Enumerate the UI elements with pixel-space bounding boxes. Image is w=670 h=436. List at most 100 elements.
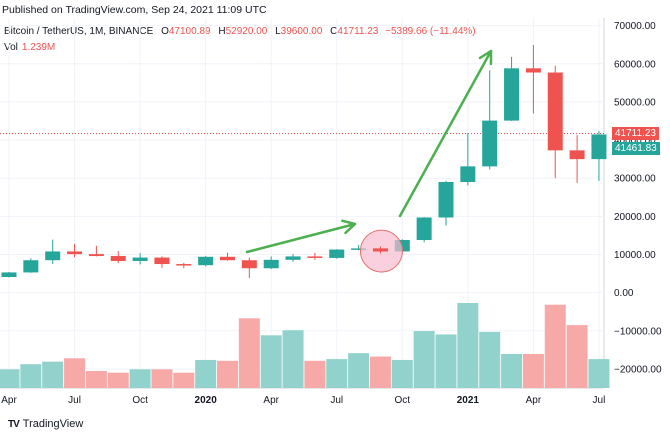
tradingview-logo: TV: [8, 418, 20, 430]
volume-bar: [369, 356, 391, 388]
brand-name: TradingView: [22, 418, 84, 430]
volume-bar: [173, 372, 195, 388]
time-axis-label: Apr: [526, 395, 542, 406]
low-key: L: [275, 26, 281, 37]
volume-bar: [479, 331, 501, 388]
candles: [1, 45, 607, 279]
candle-body: [372, 248, 388, 252]
volume-bar: [304, 360, 326, 388]
candle-body: [569, 150, 585, 160]
time-axis-label: Jul: [593, 395, 606, 406]
symbol-legend: Bitcoin / TetherUS, 1M, BINANCE O47100.8…: [4, 26, 476, 37]
candle-body: [176, 264, 192, 266]
candle-body: [525, 68, 541, 73]
candle-body: [285, 256, 301, 260]
volume-bars: [0, 303, 610, 388]
candle-body: [329, 249, 345, 258]
time-axis-label: Jul: [68, 395, 81, 406]
volume-bar: [501, 354, 523, 388]
volume-bar: [42, 361, 64, 388]
volume-bar: [64, 358, 86, 388]
volume-bar: [413, 331, 435, 388]
time-axis-label: Jul: [330, 395, 343, 406]
time-axis-label: 2021: [457, 395, 480, 406]
candle-body: [241, 260, 257, 269]
candle-body: [132, 257, 148, 261]
volume-bar: [348, 353, 370, 388]
volume-bar: [0, 369, 20, 388]
time-axis-label: Apr: [1, 395, 17, 406]
close-key: C: [330, 26, 338, 37]
volume-bar: [217, 360, 238, 388]
candle-body: [394, 240, 410, 252]
annotations: [245, 49, 493, 273]
volume-bar: [129, 369, 151, 388]
candle-body: [460, 166, 476, 183]
candle-body: [45, 251, 61, 261]
price-axis-label: 30000.00: [614, 174, 656, 185]
volume-bar: [326, 359, 348, 388]
volume-bar: [282, 330, 304, 388]
volume-bar: [195, 359, 217, 388]
volume-bar: [457, 303, 479, 388]
volume-bar: [151, 369, 173, 388]
volume-label: Vol: [4, 42, 18, 53]
volume-bar: [107, 372, 129, 388]
published-caption: Published on TradingView.com, Sep 24, 20…: [2, 4, 267, 16]
candle-body: [482, 120, 498, 167]
volume-bar: [260, 335, 282, 388]
low-value: 39600.00: [280, 26, 323, 37]
time-axis-label: Oct: [132, 395, 148, 406]
candle-body: [67, 251, 83, 255]
trend-arrow-2-head: [478, 49, 493, 66]
open-key: O: [161, 26, 169, 37]
candle-body: [23, 260, 39, 273]
candle-body: [416, 217, 432, 241]
volume-value: 1.239M: [21, 42, 56, 53]
price-axis: 70000.00 60000.00 50000.00 40000.00 30000.00…: [614, 21, 662, 375]
candle-body: [110, 256, 126, 261]
time-axis-label: Oct: [395, 395, 411, 406]
candle-body: [307, 256, 323, 258]
close-value: 41711.23: [337, 26, 379, 37]
trend-arrow-2: [398, 49, 493, 218]
high-value: 52920.00: [225, 26, 268, 37]
time-axis: Apr Jul Oct 2020 Apr Jul Oct 2021 Apr Jul: [1, 395, 605, 406]
price-axis-label: 70000.00: [614, 21, 656, 32]
volume-bar: [566, 325, 588, 388]
volume-bar: [20, 364, 42, 388]
volume-bar: [435, 334, 457, 388]
candle-body: [547, 72, 563, 151]
price-axis-label: 0.00: [614, 288, 634, 299]
change-value: −5389.66 (−11.44%): [385, 26, 476, 37]
volume-legend: Vol 1.239M: [4, 42, 55, 53]
price-axis-label: 60000.00: [614, 59, 656, 70]
volume-bar: [85, 371, 107, 388]
volume-bar: [588, 359, 610, 388]
open-value: 47100.89: [168, 26, 211, 37]
volume-bar: [391, 359, 413, 388]
price-axis-label: 10000.00: [614, 250, 656, 261]
candle-body: [88, 254, 104, 257]
trend-arrow-1: [245, 222, 357, 254]
price-axis-label: −20000.00: [614, 364, 662, 375]
volume-bar: [238, 318, 260, 388]
last-price-tag: 41711.23: [612, 126, 659, 140]
candle-body: [154, 257, 170, 265]
candle-body: [220, 256, 235, 261]
price-axis-label: 40000.00: [614, 136, 656, 147]
volume-bar: [544, 304, 566, 388]
candle-body: [504, 68, 520, 121]
candle-body: [263, 259, 279, 269]
high-key: H: [218, 26, 226, 37]
price-axis-label: 50000.00: [614, 97, 656, 108]
candle-body: [1, 272, 17, 278]
time-axis-label: 2020: [195, 395, 218, 406]
current-price-tag: 41461.83: [612, 142, 660, 156]
symbol-name[interactable]: Bitcoin / TetherUS, 1M, BINANCE: [4, 26, 154, 37]
tradingview-brand[interactable]: TV TradingView: [8, 418, 83, 430]
candle-body: [591, 134, 607, 160]
candle-body: [438, 182, 454, 218]
candle-body: [198, 256, 214, 266]
